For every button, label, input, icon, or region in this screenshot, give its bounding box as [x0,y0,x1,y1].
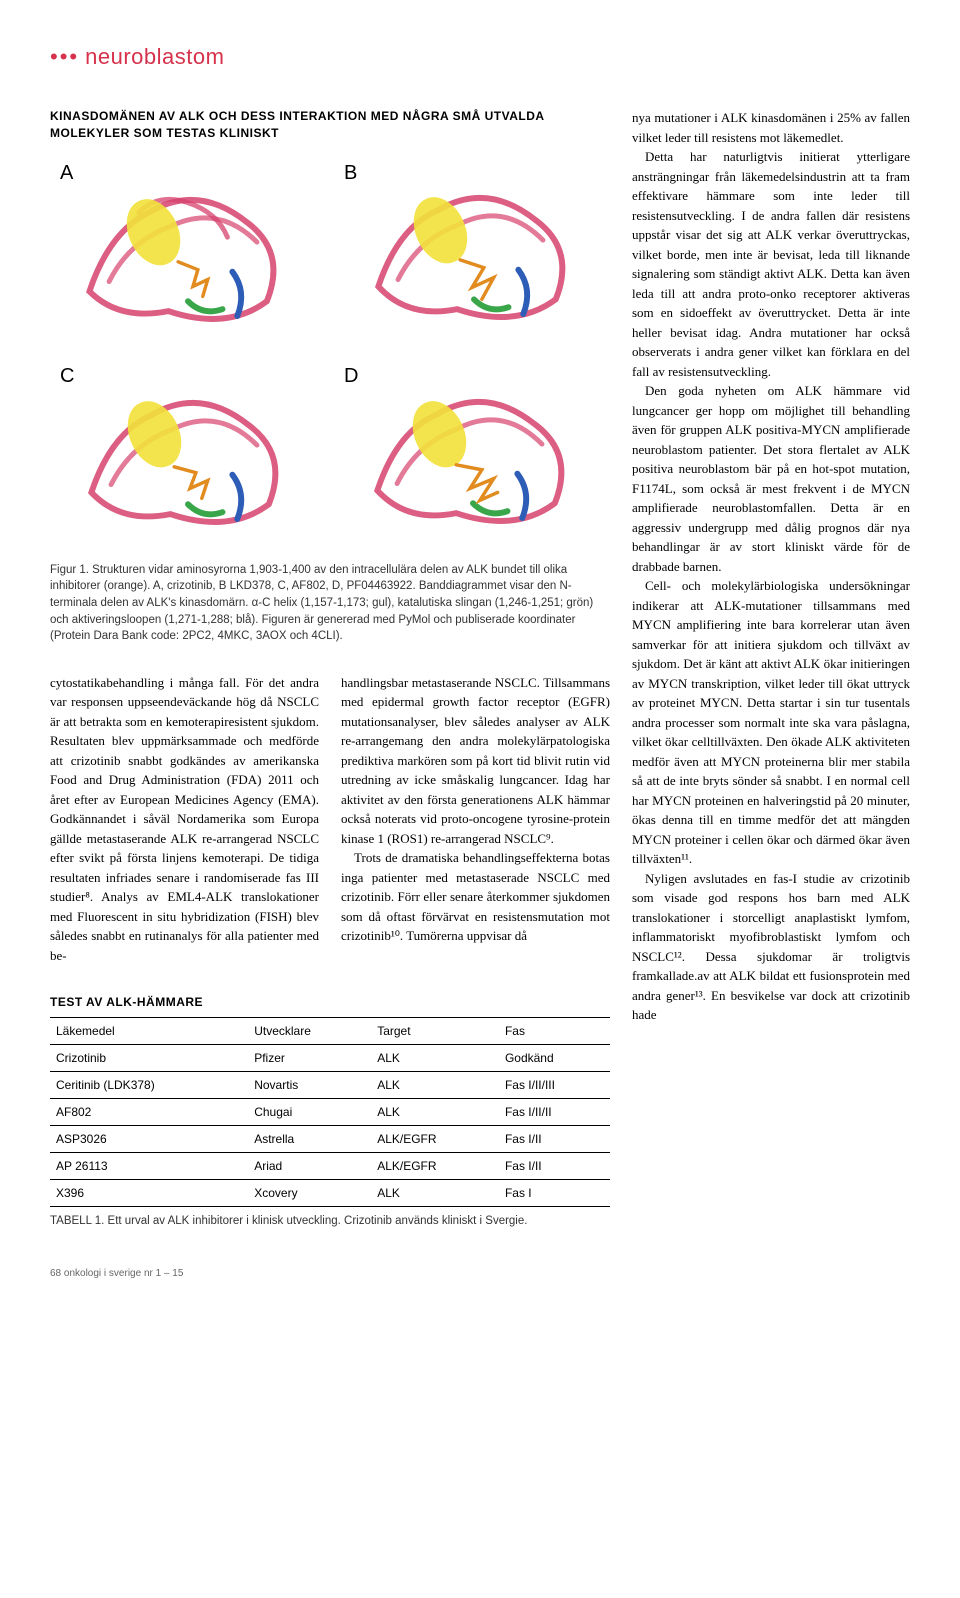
table-cell: ASP3026 [50,1126,248,1153]
figure-panel-c: C [50,355,326,550]
table-row: X396XcoveryALKFas I [50,1180,610,1207]
table-cell: Fas I/II [499,1153,610,1180]
protein-structure-icon [334,152,610,347]
body-paragraph: Detta har naturligtvis initierat ytterli… [632,147,910,381]
table-cell: ALK [371,1180,499,1207]
table-row: ASP3026AstrellaALK/EGFRFas I/II [50,1126,610,1153]
table-cell: AF802 [50,1099,248,1126]
table-title: TEST AV ALK-HÄMMARE [50,993,610,1011]
table-cell: ALK [371,1099,499,1126]
table-header: Utvecklare [248,1018,371,1045]
alk-inhibitor-table: Läkemedel Utvecklare Target Fas Crizotin… [50,1017,610,1207]
table-cell: Novartis [248,1072,371,1099]
table-header: Target [371,1018,499,1045]
table-cell: Godkänd [499,1045,610,1072]
table-header: Fas [499,1018,610,1045]
table-caption: TABELL 1. Ett urval av ALK inhibitorer i… [50,1213,610,1230]
table-cell: Pfizer [248,1045,371,1072]
table-cell: Fas I [499,1180,610,1207]
table-cell: ALK [371,1045,499,1072]
body-paragraph: Den goda nyheten om ALK hämmare vid lung… [632,381,910,576]
tag-label: neuroblastom [85,44,224,69]
table-cell: X396 [50,1180,248,1207]
table-header-row: Läkemedel Utvecklare Target Fas [50,1018,610,1045]
body-paragraph: Nyligen avslutades en fas-I studie av cr… [632,869,910,1025]
right-column: nya mutationer i ALK kinasdomänen i 25% … [632,108,910,1231]
protein-structure-icon [50,355,326,550]
table-row: Ceritinib (LDK378)NovartisALKFas I/II/II… [50,1072,610,1099]
figure-caption: Figur 1. Strukturen vidar aminosyrorna 1… [50,562,610,645]
figure-panel-a: A [50,152,326,347]
table-cell: ALK/EGFR [371,1153,499,1180]
tag-dots: ••• [50,44,79,69]
figure-grid: A B [50,152,610,550]
panel-label: C [60,361,74,391]
figure-panel-d: D [334,355,610,550]
table-cell: Chugai [248,1099,371,1126]
table-cell: Astrella [248,1126,371,1153]
table-cell: Fas I/II/II [499,1099,610,1126]
protein-structure-icon [50,152,326,347]
body-paragraph: Trots de dramatiska behandlingseffektern… [341,848,610,946]
table-cell: AP 26113 [50,1153,248,1180]
table-header: Läkemedel [50,1018,248,1045]
figure-panel-b: B [334,152,610,347]
table-cell: ALK [371,1072,499,1099]
body-col-2: handlingsbar metastaserande NSCLC. Tills… [341,673,610,966]
body-paragraph: nya mutationer i ALK kinasdomänen i 25% … [632,108,910,147]
panel-label: B [344,158,357,188]
table-cell: Fas I/II/III [499,1072,610,1099]
table-cell: ALK/EGFR [371,1126,499,1153]
body-col-1: cytostatikabehandling i många fall. För … [50,673,319,966]
table-row: AF802ChugaiALKFas I/II/II [50,1099,610,1126]
protein-structure-icon [334,355,610,550]
left-column: KINASDOMÄNEN AV ALK OCH DESS INTERAKTION… [50,108,610,1231]
table-row: CrizotinibPfizerALKGodkänd [50,1045,610,1072]
table-cell: Xcovery [248,1180,371,1207]
figure-title: KINASDOMÄNEN AV ALK OCH DESS INTERAKTION… [50,108,610,142]
body-two-column: cytostatikabehandling i många fall. För … [50,673,610,966]
table-row: AP 26113AriadALK/EGFRFas I/II [50,1153,610,1180]
table-cell: Ariad [248,1153,371,1180]
body-paragraph: cytostatikabehandling i många fall. För … [50,673,319,966]
page-layout: KINASDOMÄNEN AV ALK OCH DESS INTERAKTION… [50,108,910,1231]
panel-label: D [344,361,358,391]
body-paragraph: handlingsbar metastaserande NSCLC. Tills… [341,673,610,849]
body-paragraph: Cell- och molekylärbiologiska undersökni… [632,576,910,869]
section-tag: •••neuroblastom [50,40,910,73]
panel-label: A [60,158,73,188]
table-cell: Fas I/II [499,1126,610,1153]
table-cell: Crizotinib [50,1045,248,1072]
page-footer: 68 onkologi i sverige nr 1 – 15 [50,1266,910,1281]
table-cell: Ceritinib (LDK378) [50,1072,248,1099]
